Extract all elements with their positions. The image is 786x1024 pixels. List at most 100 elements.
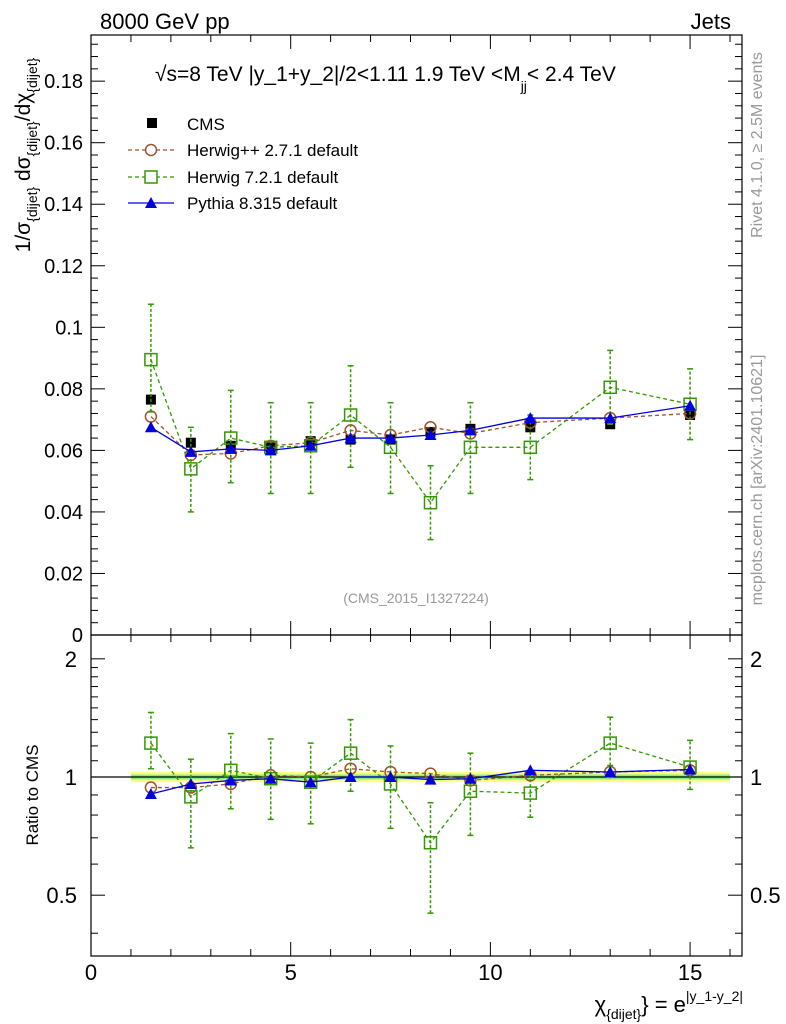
ratio-y-tick-label-right: 0.5 [750,883,781,908]
main-point-pythia-8-315-default [304,439,317,451]
main-series-pythia-8-315-default [144,399,697,457]
main-line-pythia-8-315-default [150,405,691,453]
ratio-y-tick-label-right: 1 [750,765,762,790]
legend: CMS Herwig++ 2.7.1 default Herwig 7.2.1 … [128,115,358,213]
main-x-ticks [90,35,731,635]
ratio-series-herwig-7-2-1-default [144,711,697,914]
ratio-line-pythia-8-315-default [150,768,691,795]
ratio-point-pythia-8-315-default [304,776,317,788]
main-y-tick-label: 0.1 [55,317,83,339]
ratio-point-herwig-7-2-1-default [603,736,617,750]
ratio-line-herwig-7-2-1-default [150,742,691,844]
ratio-point-herwig-7-2-1-default [423,836,438,850]
main-y-tick-label: 0 [72,625,83,647]
energy-label: 8000 GeV pp [100,9,230,34]
legend-entry-herwig7: Herwig 7.2.1 default [128,168,338,187]
ratio-y-tick-label-right: 2 [750,647,762,672]
ratio-point-pythia-8-315-default [264,772,277,784]
x-tick-label: 0 [85,960,97,985]
ratio-point-pythia-8-315-default [144,788,157,800]
legend-label-cms: CMS [187,115,225,134]
main-point-pythia-8-315-default [224,442,237,454]
main-y-axis: 0 0.02 0.04 0.06 0.08 0.1 0.12 0.14 0.16 0.18 [44,43,742,647]
main-point-pythia-8-315-default [184,445,197,457]
ratio-point-herwig-7-2-1-default [184,790,198,804]
chart-title: √s=8 TeV |y_1+y_2|/2<1.11 1.9 TeV <Mjj< … [155,63,616,94]
ratio-point-herwig-7-2-1-default [523,786,538,800]
main-y-tick-label: 0.14 [44,194,83,216]
main-point-pythia-8-315-default [684,399,697,411]
main-point-pythia-8-315-default [464,424,477,436]
main-y-tick-label: 0.16 [44,133,83,155]
main-point-herwig-7-2-1-default [603,380,617,395]
ratio-series-pythia-8-315-default [144,763,697,800]
main-point-herwig-7-2-1-default [423,495,438,510]
chart-title-end: < 2.4 TeV [527,63,616,86]
main-line-herwig-2-7-1-default [150,412,691,456]
ratio-series-layer [144,711,697,914]
x-tick-label: 15 [678,960,702,985]
ratio-point-pythia-8-315-default [344,771,357,783]
x-tick-label: 10 [478,960,502,985]
main-point-pythia-8-315-default [344,432,357,444]
main-point-herwig-7-2-1-default [463,440,478,455]
ratio-y-axis-label: Ratio to CMS [23,744,42,845]
ratio-y-tick-label: 2 [65,647,77,672]
main-point-herwig-7-2-1-default [523,440,538,455]
legend-label-herwigpp: Herwig++ 2.7.1 default [187,141,358,160]
x-tick-label: 5 [285,960,297,985]
legend-marker-cms [147,118,157,128]
main-y-tick-label: 0.06 [44,440,83,462]
legend-entry-pythia: Pythia 8.315 default [128,194,338,213]
main-series-layer [144,303,697,541]
legend-entry-cms: CMS [147,115,225,134]
legend-marker-pythia [145,197,157,208]
ratio-line-herwig-2-7-1-default [150,768,691,789]
ratio-point-pythia-8-315-default [524,764,537,776]
chart-title-subscript: jj [520,78,527,94]
main-y-tick-label: 0.02 [44,563,83,585]
analysis-tag: (CMS_2015_I1327224) [343,590,489,606]
ratio-point-pythia-8-315-default [604,765,617,777]
main-y-tick-label: 0.12 [44,256,83,278]
ratio-point-herwig-7-2-1-default [343,746,358,760]
ratio-point-pythia-8-315-default [424,773,437,785]
ratio-point-pythia-8-315-default [464,772,477,784]
main-point-pythia-8-315-default [524,412,537,424]
main-point-cms [685,410,696,420]
main-point-pythia-8-315-default [144,421,157,433]
legend-entry-herwigpp: Herwig++ 2.7.1 default [128,141,358,160]
main-y-tick-label: 0.18 [44,71,83,93]
ratio-point-pythia-8-315-default [184,777,197,789]
main-y-tick-label: 0.08 [44,379,83,401]
process-label: Jets [691,9,731,34]
ratio-panel: 0.5 0.5 1 1 2 2 0 5 10 15 Ratio to CMS χ{dijet}}… [23,634,781,1022]
ratio-x-axis: 0 5 10 15 [85,635,731,985]
legend-label-herwig7: Herwig 7.2.1 default [187,168,338,187]
chart-title-main: √s=8 TeV |y_1+y_2|/2<1.11 1.9 TeV <M [155,63,521,86]
ratio-y-tick-label: 0.5 [46,883,77,908]
ratio-point-pythia-8-315-default [684,763,697,775]
ratio-plot-frame [90,634,743,957]
rivet-info-label: Rivet 4.1.0, ≥ 2.5M events [749,52,766,238]
main-point-herwig-7-2-1-default [184,462,198,476]
ratio-point-pythia-8-315-default [384,771,397,783]
legend-marker-herwig7 [144,170,158,184]
ratio-point-pythia-8-315-default [224,774,237,786]
ratio-y-tick-label: 1 [65,765,77,790]
main-point-pythia-8-315-default [424,429,437,440]
main-point-cms [185,437,196,448]
ratio-point-herwig-7-2-1-default [463,784,478,798]
mcplots-label: mcplots.cern.ch [arXiv:2401.10621] [749,355,766,606]
main-point-herwig-7-2-1-default [144,352,158,367]
main-point-herwig-7-2-1-default [343,408,358,422]
main-y-tick-label: 0.04 [44,502,83,524]
legend-marker-herwigpp [144,143,158,157]
main-point-pythia-8-315-default [384,432,397,444]
x-axis-label: χ{dijet}} = e|y_1-y_2| [595,988,743,1022]
main-point-pythia-8-315-default [604,412,617,424]
ratio-point-herwig-7-2-1-default [144,736,158,750]
main-y-axis-label: 1/σ{dijet} dσ{dijet}/dχ{dijet} [12,57,40,252]
ratio-y-axis: 0.5 0.5 1 1 2 2 [46,647,781,934]
